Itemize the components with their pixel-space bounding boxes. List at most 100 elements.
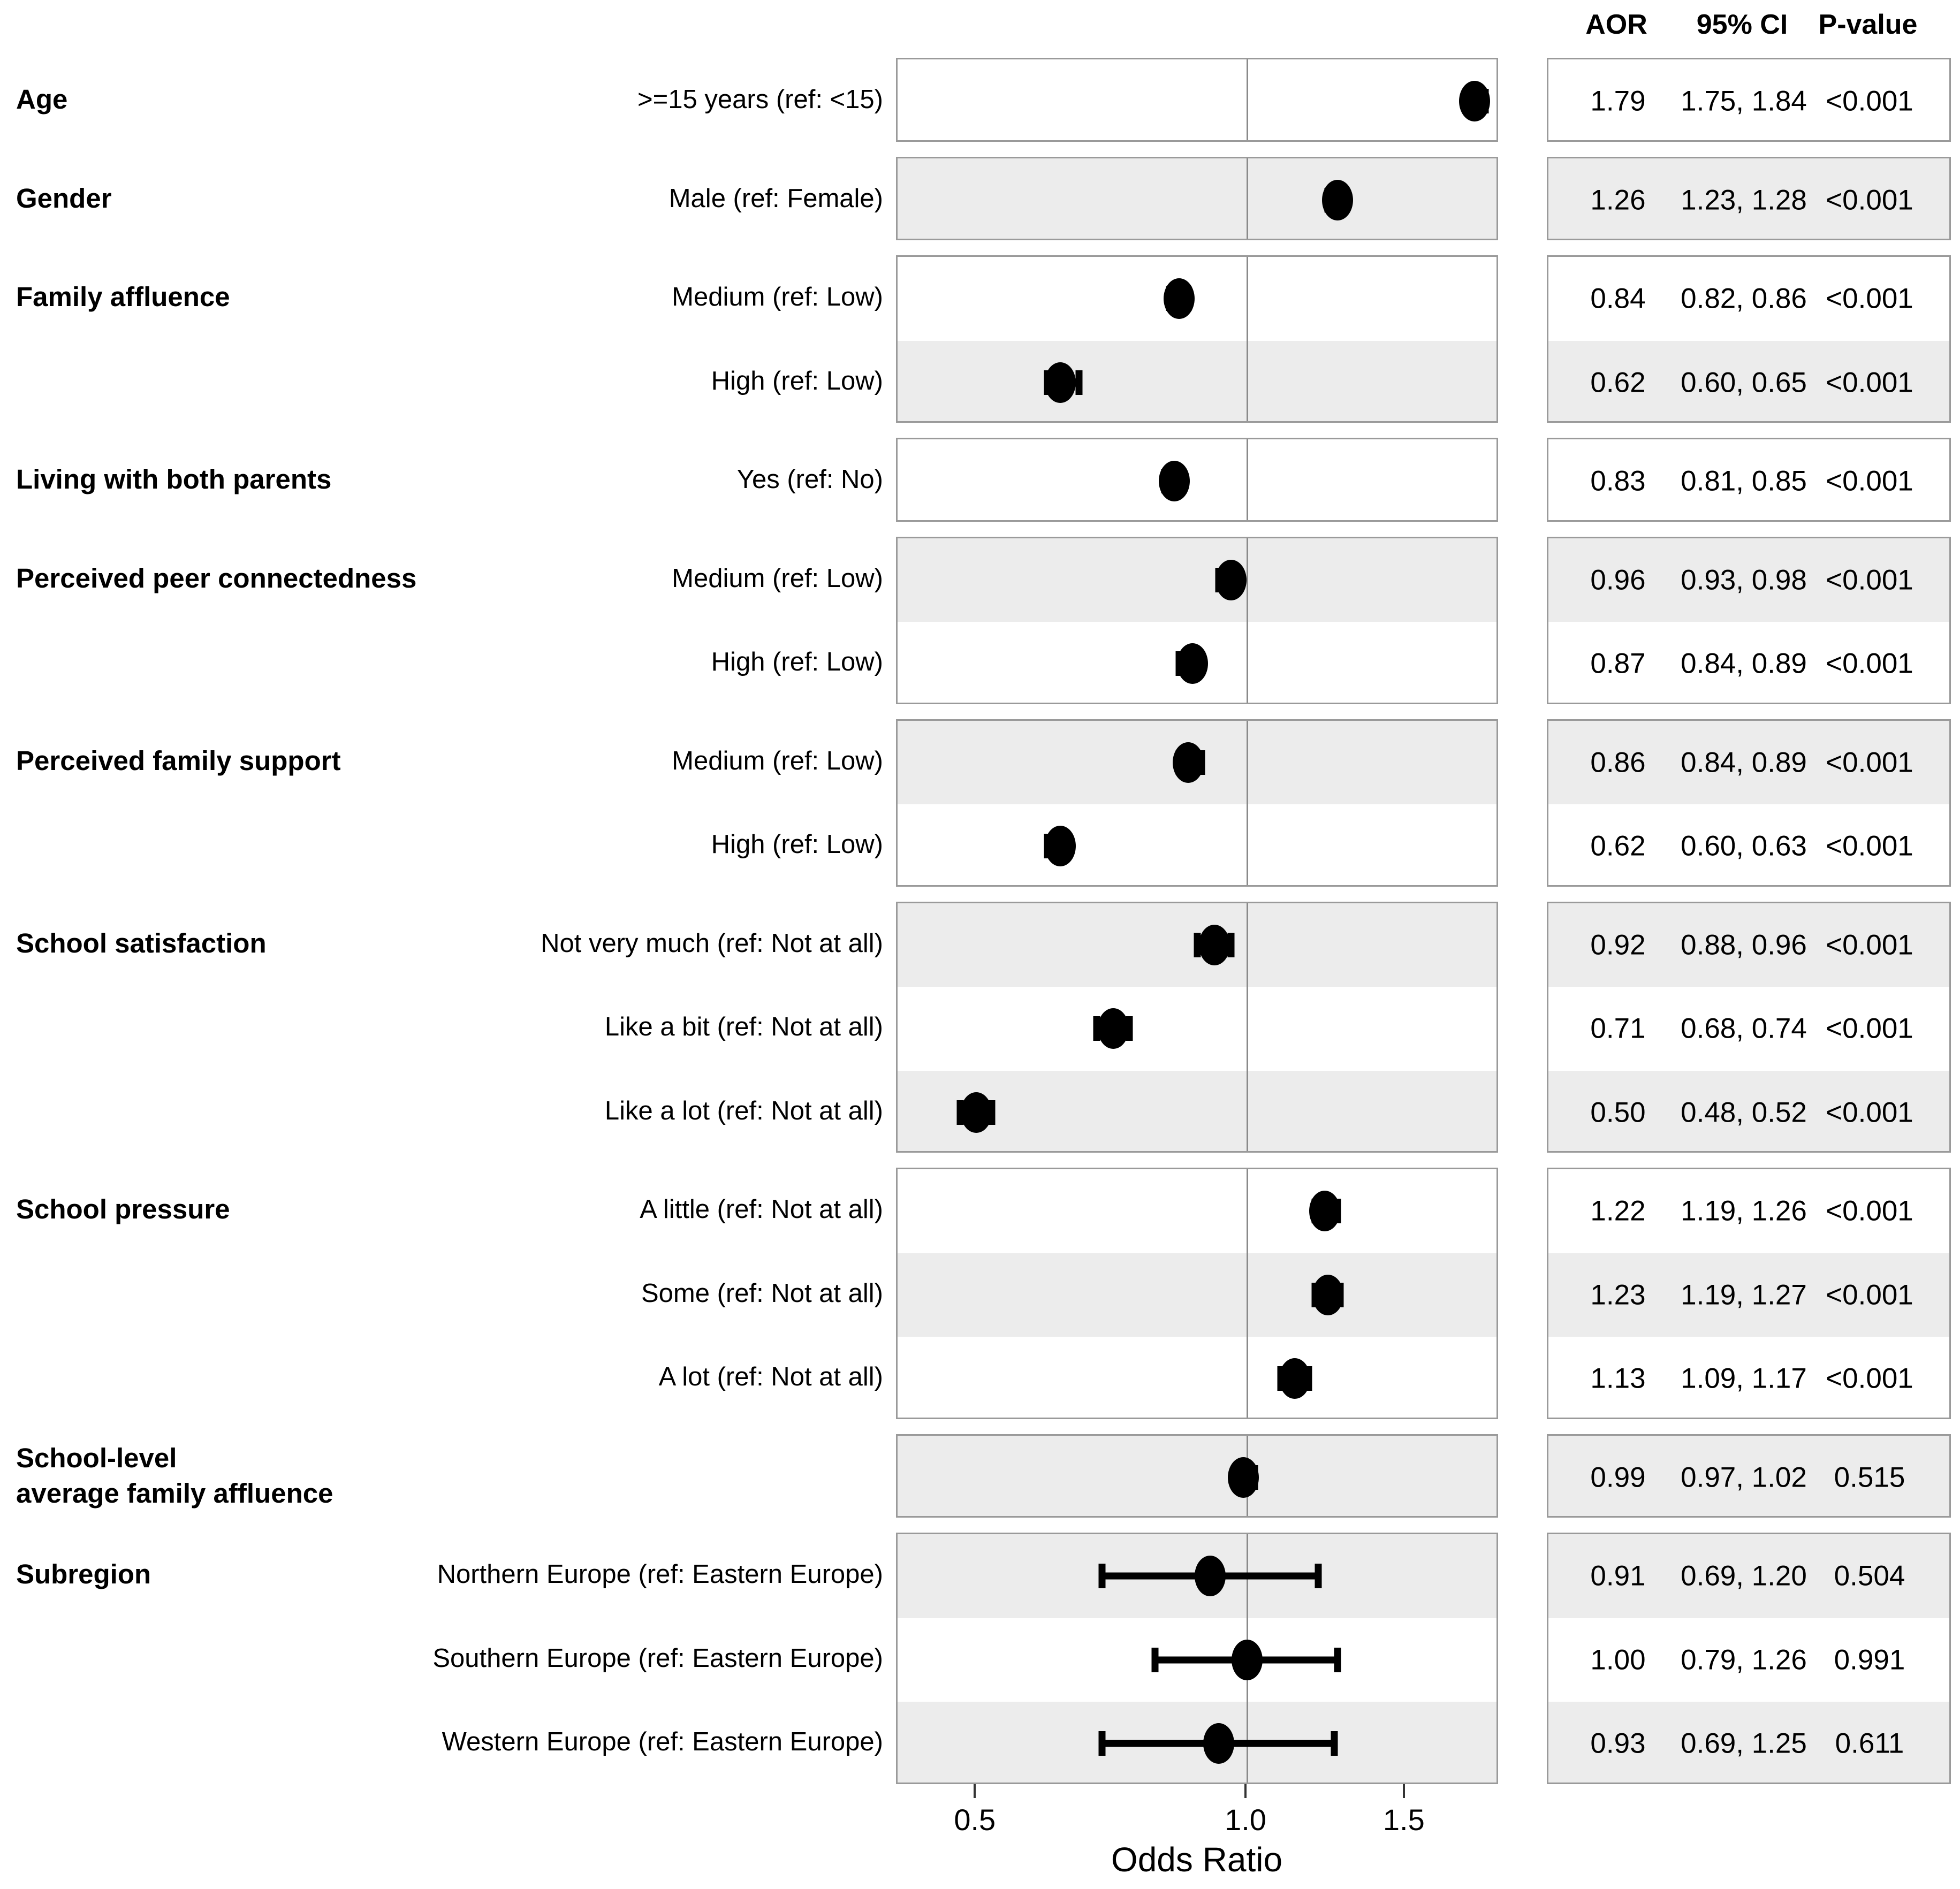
aor-value: 1.13 [1590,1362,1646,1395]
plot-row-background [898,1435,1496,1517]
row-label: A lot (ref: Not at all) [658,1362,883,1392]
plot-row-background [898,59,1496,140]
table-panel: 0.84 0.82, 0.86 <0.001 0.62 0.60, 0.65 <0.001 [1547,255,1951,423]
category-label: Family affluence [16,281,230,313]
reference-line [1247,538,1248,703]
odds-ratio-point [1159,461,1190,502]
plot-panel [896,1168,1498,1419]
pvalue: <0.001 [1826,830,1913,862]
odds-ratio-point [1045,362,1076,403]
x-axis-title: Odds Ratio [1111,1840,1283,1879]
pvalue: <0.001 [1826,184,1913,216]
row-label: Yes (ref: No) [736,465,883,494]
x-tick-label: 1.0 [1225,1802,1266,1837]
plot-row-background [898,340,1496,421]
odds-ratio-point [1203,1723,1235,1764]
pvalue: <0.001 [1826,747,1913,779]
odds-ratio-point [1458,81,1490,122]
row-label: Like a lot (ref: Not at all) [604,1096,883,1125]
pvalue: <0.001 [1826,1362,1913,1395]
ci-cap [1151,1647,1159,1672]
aor-value: 1.79 [1590,85,1646,117]
category-label: Perceived family support [16,745,341,776]
ci-value: 0.88, 0.96 [1681,929,1807,961]
pvalue: <0.001 [1826,85,1913,117]
odds-ratio-point [1309,1191,1341,1232]
table-row-background [1548,158,1949,239]
aor-value: 0.99 [1590,1461,1646,1494]
odds-ratio-point [1312,1274,1344,1315]
pvalue: <0.001 [1826,1279,1913,1311]
aor-value: 0.86 [1590,747,1646,779]
category-label: Age [16,84,68,115]
ci-value: 1.75, 1.84 [1681,85,1807,117]
odds-ratio-point [1195,1556,1226,1597]
odds-ratio-point [1321,179,1353,220]
plot-row-background [898,1070,1496,1152]
row-label: Northern Europe (ref: Eastern Europe) [437,1560,883,1589]
category-label: School pressure [16,1194,230,1225]
ci-value: 0.81, 0.85 [1681,465,1807,497]
reference-line [1247,903,1248,1151]
plot-panel [896,1434,1498,1518]
ci-value: 0.84, 0.89 [1681,747,1807,779]
aor-value: 0.50 [1590,1096,1646,1129]
pvalue: <0.001 [1826,283,1913,315]
aor-value: 0.84 [1590,283,1646,315]
ci-cap [1098,1564,1106,1589]
pvalue: <0.001 [1826,465,1913,497]
table-row-background [1548,987,1949,1071]
odds-ratio-point [1163,278,1195,319]
table-row-background [1548,257,1949,341]
reference-line [1247,257,1248,421]
ci-value: 0.79, 1.26 [1681,1644,1807,1676]
odds-ratio-point [1215,559,1247,600]
pvalue: <0.001 [1826,929,1913,961]
row-label: Some (ref: Not at all) [641,1278,883,1308]
x-tick-mark [974,1784,976,1798]
ci-cap [1194,932,1201,957]
ci-value: 0.69, 1.25 [1681,1727,1807,1759]
table-row-background [1548,720,1949,804]
table-row-background [1548,439,1949,520]
pvalue: 0.504 [1834,1560,1905,1592]
category-label: School satisfaction [16,927,267,958]
ci-value: 0.93, 0.98 [1681,564,1807,596]
aor-value: 0.87 [1590,648,1646,680]
aor-value: 0.96 [1590,564,1646,596]
table-header-pvalue: P-value [1818,9,1918,40]
row-label: Not very much (ref: Not at all) [541,928,883,958]
odds-ratio-point [1232,1639,1263,1680]
plot-row-background [898,257,1496,341]
plot-row-background [898,1253,1496,1337]
row-label: Medium (ref: Low) [672,283,883,312]
odds-ratio-point [1172,742,1204,783]
table-row-background [1548,804,1949,885]
odds-ratio-point [1279,1358,1311,1399]
table-panel: 0.91 0.69, 1.20 0.504 1.00 0.79, 1.26 0.991 0.… [1547,1533,1951,1784]
aor-value: 1.26 [1590,184,1646,216]
plot-panel [896,1533,1498,1784]
odds-ratio-point [1045,826,1076,867]
aor-value: 1.00 [1590,1644,1646,1676]
odds-ratio-point [1227,1457,1259,1498]
plot-panel [896,156,1498,240]
category-label: School-level average family affluence [16,1442,333,1509]
reference-line [1247,158,1248,239]
table-row-background [1548,1534,1949,1618]
table-panel: 0.83 0.81, 0.85 <0.001 [1547,438,1951,522]
category-label: Perceived peer connectedness [16,562,417,593]
reference-line [1247,439,1248,520]
plot-row-background [898,538,1496,622]
table-panel: 1.79 1.75, 1.84 <0.001 [1547,58,1951,142]
table-panel: 1.22 1.19, 1.26 <0.001 1.23 1.19, 1.27 <0.001… [1547,1168,1951,1419]
plot-panel [896,536,1498,704]
row-label: Male (ref: Female) [668,184,883,213]
ci-value: 1.23, 1.28 [1681,184,1807,216]
row-label: >=15 years (ref: <15) [637,85,883,115]
ci-value: 1.19, 1.27 [1681,1279,1807,1311]
table-row-background [1548,903,1949,987]
reference-line [1247,720,1248,885]
row-label: Medium (ref: Low) [672,563,883,593]
category-label: Subregion [16,1559,151,1590]
